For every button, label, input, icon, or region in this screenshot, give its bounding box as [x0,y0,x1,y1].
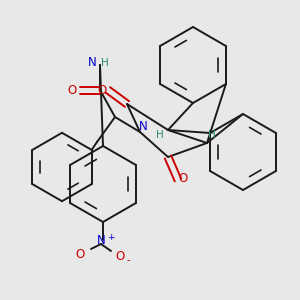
Text: N: N [97,235,105,248]
Text: H: H [156,130,164,140]
Text: H: H [101,58,109,68]
Text: -: - [126,255,130,265]
Text: O: O [178,172,188,184]
Text: O: O [98,83,106,97]
Text: N: N [139,121,147,134]
Text: O: O [116,250,124,263]
Text: O: O [68,83,76,97]
Text: +: + [107,232,115,242]
Text: N: N [88,56,96,70]
Text: O: O [75,248,85,260]
Text: H: H [208,130,216,140]
